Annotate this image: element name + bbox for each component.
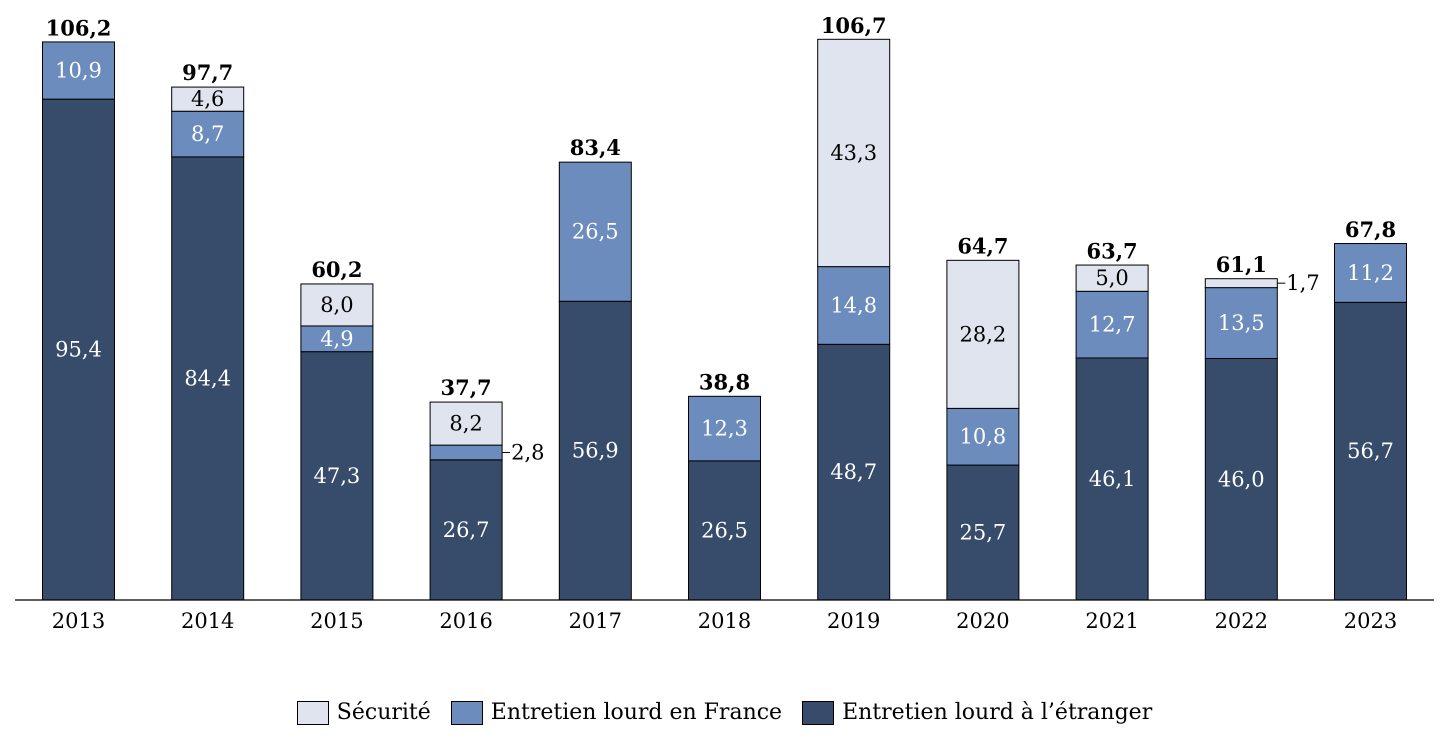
data-label-entretien-lourd-a-l-etranger-2022: 46,0 [1218,467,1265,491]
data-label-entretien-lourd-a-l-etranger-2018: 26,5 [701,518,748,542]
legend-swatch-securite [296,700,329,725]
legend-label-entretien-france: Entretien lourd en France [490,700,783,725]
bar-segment-entretien-lourd-en-france-2018 [688,395,761,462]
x-tick-label-2020: 2020 [956,609,1009,633]
total-label-2021: 63,7 [1087,239,1138,264]
bar-segment-securite-2015 [300,283,374,327]
bar-segment-entretien-lourd-en-france-2023 [1334,243,1407,303]
data-label-entretien-lourd-a-l-etranger-2021: 46,1 [1089,467,1136,491]
total-label-2017: 83,4 [570,135,621,160]
data-label-securite-2020: 28,2 [960,322,1007,346]
total-label-2016: 37,7 [441,375,492,400]
data-label-entretien-lourd-a-l-etranger-2013: 95,4 [55,338,102,362]
legend-label-entretien-etranger: Entretien lourd à l’étranger [842,700,1153,725]
data-label-entretien-lourd-en-france-2022: 13,5 [1218,311,1265,335]
data-label-entretien-lourd-a-l-etranger-2019: 48,7 [830,460,877,484]
x-tick-label-2022: 2022 [1215,609,1268,633]
bar-segment-securite-2021 [1075,264,1149,292]
x-tick-label-2014: 2014 [181,609,234,633]
data-label-entretien-lourd-en-france-2016: 2,8 [511,440,544,464]
bar-segment-entretien-lourd-a-l-etranger-2019 [817,343,891,601]
bar-segment-entretien-lourd-a-l-etranger-2023 [1334,301,1407,601]
stacked-bar-chart: 95,4 10,9 106,2 2013 84,4 8,7 4,697,7 2014 47,3 4… [15,13,1434,633]
bar-segment-entretien-lourd-a-l-etranger-2013 [42,98,115,601]
data-label-entretien-lourd-en-france-2014: 8,7 [191,122,224,146]
bar-segment-entretien-lourd-en-france-2013 [42,41,115,100]
data-label-entretien-lourd-a-l-etranger-2023: 56,7 [1347,439,1394,463]
data-label-securite-2014: 4,6 [191,87,224,111]
data-label-entretien-lourd-en-france-2017: 26,5 [572,220,619,244]
legend-swatch-entretien-etranger [802,700,835,725]
total-label-2020: 64,7 [957,233,1008,258]
bar-segment-entretien-lourd-a-l-etranger-2018 [688,460,761,601]
bar-segment-entretien-lourd-a-l-etranger-2022 [1204,358,1278,601]
x-tick-label-2013: 2013 [52,609,105,633]
data-label-entretien-lourd-en-france-2021: 12,7 [1089,313,1136,337]
x-tick-label-2019: 2019 [827,609,880,633]
bar-segment-entretien-lourd-a-l-etranger-2017 [558,300,632,601]
total-label-2013: 106,2 [46,15,112,40]
legend-item-entretien-etranger: Entretien lourd à l’étranger [802,700,1152,725]
bar-segment-securite-2019 [817,38,891,268]
total-label-2022: 61,1 [1216,252,1267,277]
legend-item-securite: Sécurité [296,700,431,725]
bar-segment-entretien-lourd-en-france-2019 [817,266,891,345]
bar-segment-entretien-lourd-a-l-etranger-2015 [300,351,374,601]
x-tick-label-2015: 2015 [310,609,363,633]
bar-segment-securite-2016 [429,401,503,446]
data-label-entretien-lourd-en-france-2015: 4,9 [320,327,353,351]
total-label-2023: 67,8 [1345,217,1396,242]
data-label-securite-2021: 5,0 [1095,266,1128,290]
data-label-entretien-lourd-a-l-etranger-2014: 84,4 [184,366,231,390]
x-tick-label-2016: 2016 [439,609,492,633]
total-label-2015: 60,2 [311,257,362,282]
data-label-securite-2022: 1,7 [1286,271,1319,295]
data-label-entretien-lourd-a-l-etranger-2017: 56,9 [572,439,619,463]
total-label-2019: 106,7 [821,13,887,38]
bar-segment-entretien-lourd-en-france-2017 [558,161,632,302]
bar-segment-entretien-lourd-a-l-etranger-2020 [946,464,1020,601]
total-label-2018: 38,8 [699,369,750,394]
bar-segment-entretien-lourd-en-france-2020 [946,407,1020,466]
bar-segment-securite-2020 [946,259,1020,409]
x-tick-label-2017: 2017 [569,609,622,633]
total-label-2014: 97,7 [182,60,233,85]
data-label-entretien-lourd-en-france-2013: 10,9 [55,59,102,83]
legend-item-entretien-france: Entretien lourd en France [450,700,783,725]
bar-segment-securite-2014 [171,86,245,112]
x-tick-label-2023: 2023 [1344,609,1397,633]
legend: Sécurité Entretien lourd en France Entre… [0,700,1449,725]
bar-segment-entretien-lourd-en-france-2014 [171,110,245,158]
legend-swatch-entretien-france [450,700,483,725]
bar-segment-entretien-lourd-en-france-2021 [1075,290,1149,359]
data-label-securite-2019: 43,3 [830,141,877,165]
legend-label-securite: Sécurité [336,700,431,725]
data-label-securite-2016: 8,2 [449,412,482,436]
data-label-securite-2015: 8,0 [320,293,353,317]
data-label-entretien-lourd-a-l-etranger-2020: 25,7 [960,521,1007,545]
data-label-entretien-lourd-en-france-2018: 12,3 [701,417,748,441]
bar-segment-entretien-lourd-en-france-2015 [300,325,374,353]
data-label-entretien-lourd-en-france-2019: 14,8 [830,293,877,317]
data-label-entretien-lourd-en-france-2020: 10,8 [960,425,1007,449]
bar-segment-entretien-lourd-en-france-2016 [429,444,503,461]
bar-segment-securite-2022 [1204,278,1278,289]
bar-segment-entretien-lourd-a-l-etranger-2021 [1075,357,1149,601]
data-label-entretien-lourd-a-l-etranger-2016: 26,7 [443,518,490,542]
data-label-entretien-lourd-en-france-2023: 11,2 [1347,261,1394,285]
x-tick-label-2021: 2021 [1085,609,1138,633]
data-label-entretien-lourd-a-l-etranger-2015: 47,3 [314,464,361,488]
x-tick-label-2018: 2018 [698,609,751,633]
